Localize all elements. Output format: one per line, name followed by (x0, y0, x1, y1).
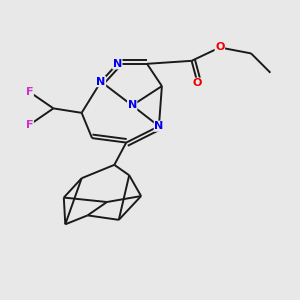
Text: N: N (154, 121, 164, 131)
Text: N: N (128, 100, 137, 110)
Text: F: F (26, 120, 33, 130)
Text: N: N (96, 76, 106, 87)
Text: N: N (113, 59, 122, 69)
Text: O: O (215, 43, 224, 52)
Text: O: O (193, 78, 202, 88)
Text: F: F (26, 87, 33, 97)
